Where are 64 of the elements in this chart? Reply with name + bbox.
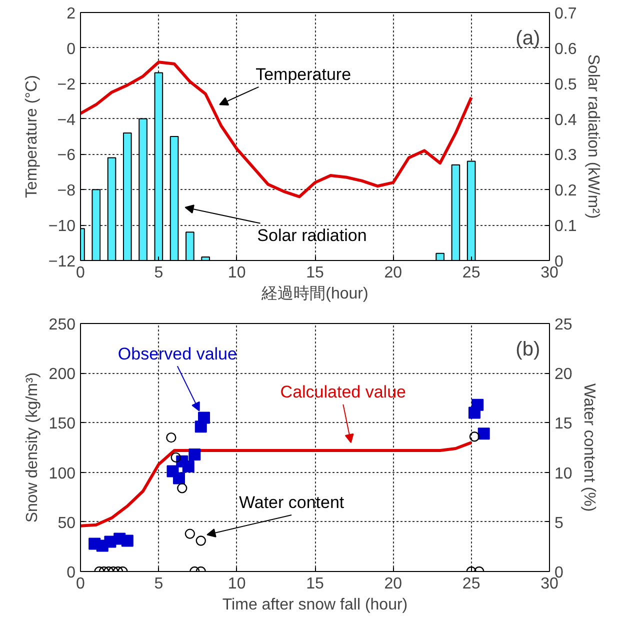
- line-series: [80, 60, 473, 198]
- point: [182, 460, 194, 472]
- y-tick-label: 0: [66, 40, 76, 58]
- annotation: (b): [516, 338, 540, 360]
- y-tick-label: −2: [57, 76, 76, 94]
- y-tick-label: 250: [48, 316, 76, 334]
- y-tick-label: −12: [48, 254, 76, 270]
- point: [177, 483, 188, 494]
- y-tick-label: 200: [48, 366, 76, 384]
- annotation: (a): [516, 27, 540, 50]
- y2-tick-label: 5: [554, 514, 564, 532]
- x-tick-label: 25: [462, 264, 480, 282]
- point: [478, 428, 490, 440]
- y2-tick-label: 25: [554, 316, 572, 334]
- annotation: Observed value: [118, 344, 237, 364]
- annotation: Solar radiation: [257, 226, 367, 246]
- x-tick-label: 10: [228, 576, 246, 592]
- point: [198, 412, 210, 424]
- y2-axis-title: Water content (%): [580, 383, 598, 512]
- y2-tick-label: 10: [554, 465, 572, 482]
- x-axis-title: 経過時間(hour): [260, 284, 368, 302]
- point: [166, 432, 176, 443]
- x-tick-label: 15: [306, 264, 324, 282]
- y-axis-title: Temperature (°C): [23, 75, 40, 198]
- point: [472, 398, 484, 411]
- y2-tick-label: 0.6: [554, 40, 577, 58]
- y2-axis-title: Solar radiation (kW/m²): [584, 54, 602, 219]
- y-tick-label: 0: [66, 564, 76, 582]
- y-tick-label: −4: [57, 112, 76, 129]
- annotation: Calculated value: [280, 382, 406, 402]
- x-axis-title: Time after snow fall (hour): [222, 596, 408, 614]
- y2-tick-label: 0.5: [554, 76, 577, 94]
- x-tick-label: 20: [384, 576, 402, 592]
- y2-tick-label: 0.7: [554, 6, 577, 22]
- y-tick-label: 2: [66, 6, 76, 22]
- y2-tick-label: 0.4: [554, 112, 577, 129]
- y-tick-label: −8: [57, 182, 76, 200]
- y-tick-label: −6: [57, 147, 76, 164]
- line-series: [80, 441, 473, 528]
- point: [172, 472, 185, 484]
- y2-tick-label: 0.3: [554, 147, 577, 164]
- y-tick-label: −10: [48, 218, 76, 236]
- y2-tick-label: 0.1: [554, 218, 577, 236]
- point: [188, 448, 201, 460]
- bar: [436, 252, 444, 260]
- x-tick-label: 20: [384, 264, 402, 282]
- y-tick-label: 150: [48, 416, 76, 433]
- x-tick-label: 5: [154, 264, 164, 282]
- x-tick-label: 25: [462, 576, 480, 592]
- y-tick-label: 50: [58, 514, 76, 532]
- y2-tick-label: 15: [554, 416, 572, 433]
- x-tick-label: 10: [228, 264, 246, 282]
- y-axis-title: Snow density (kg/m³): [24, 372, 41, 523]
- annotation: Water content: [238, 493, 344, 512]
- y2-tick-label: 0.2: [554, 182, 577, 200]
- bar: [186, 232, 194, 260]
- point: [121, 534, 134, 547]
- y2-tick-label: 20: [554, 366, 572, 384]
- point: [469, 431, 480, 442]
- x-tick-label: 5: [154, 576, 164, 592]
- y-tick-label: 100: [48, 465, 76, 482]
- point: [170, 452, 181, 463]
- annotation: Temperature: [256, 65, 352, 84]
- x-tick-label: 15: [306, 576, 324, 592]
